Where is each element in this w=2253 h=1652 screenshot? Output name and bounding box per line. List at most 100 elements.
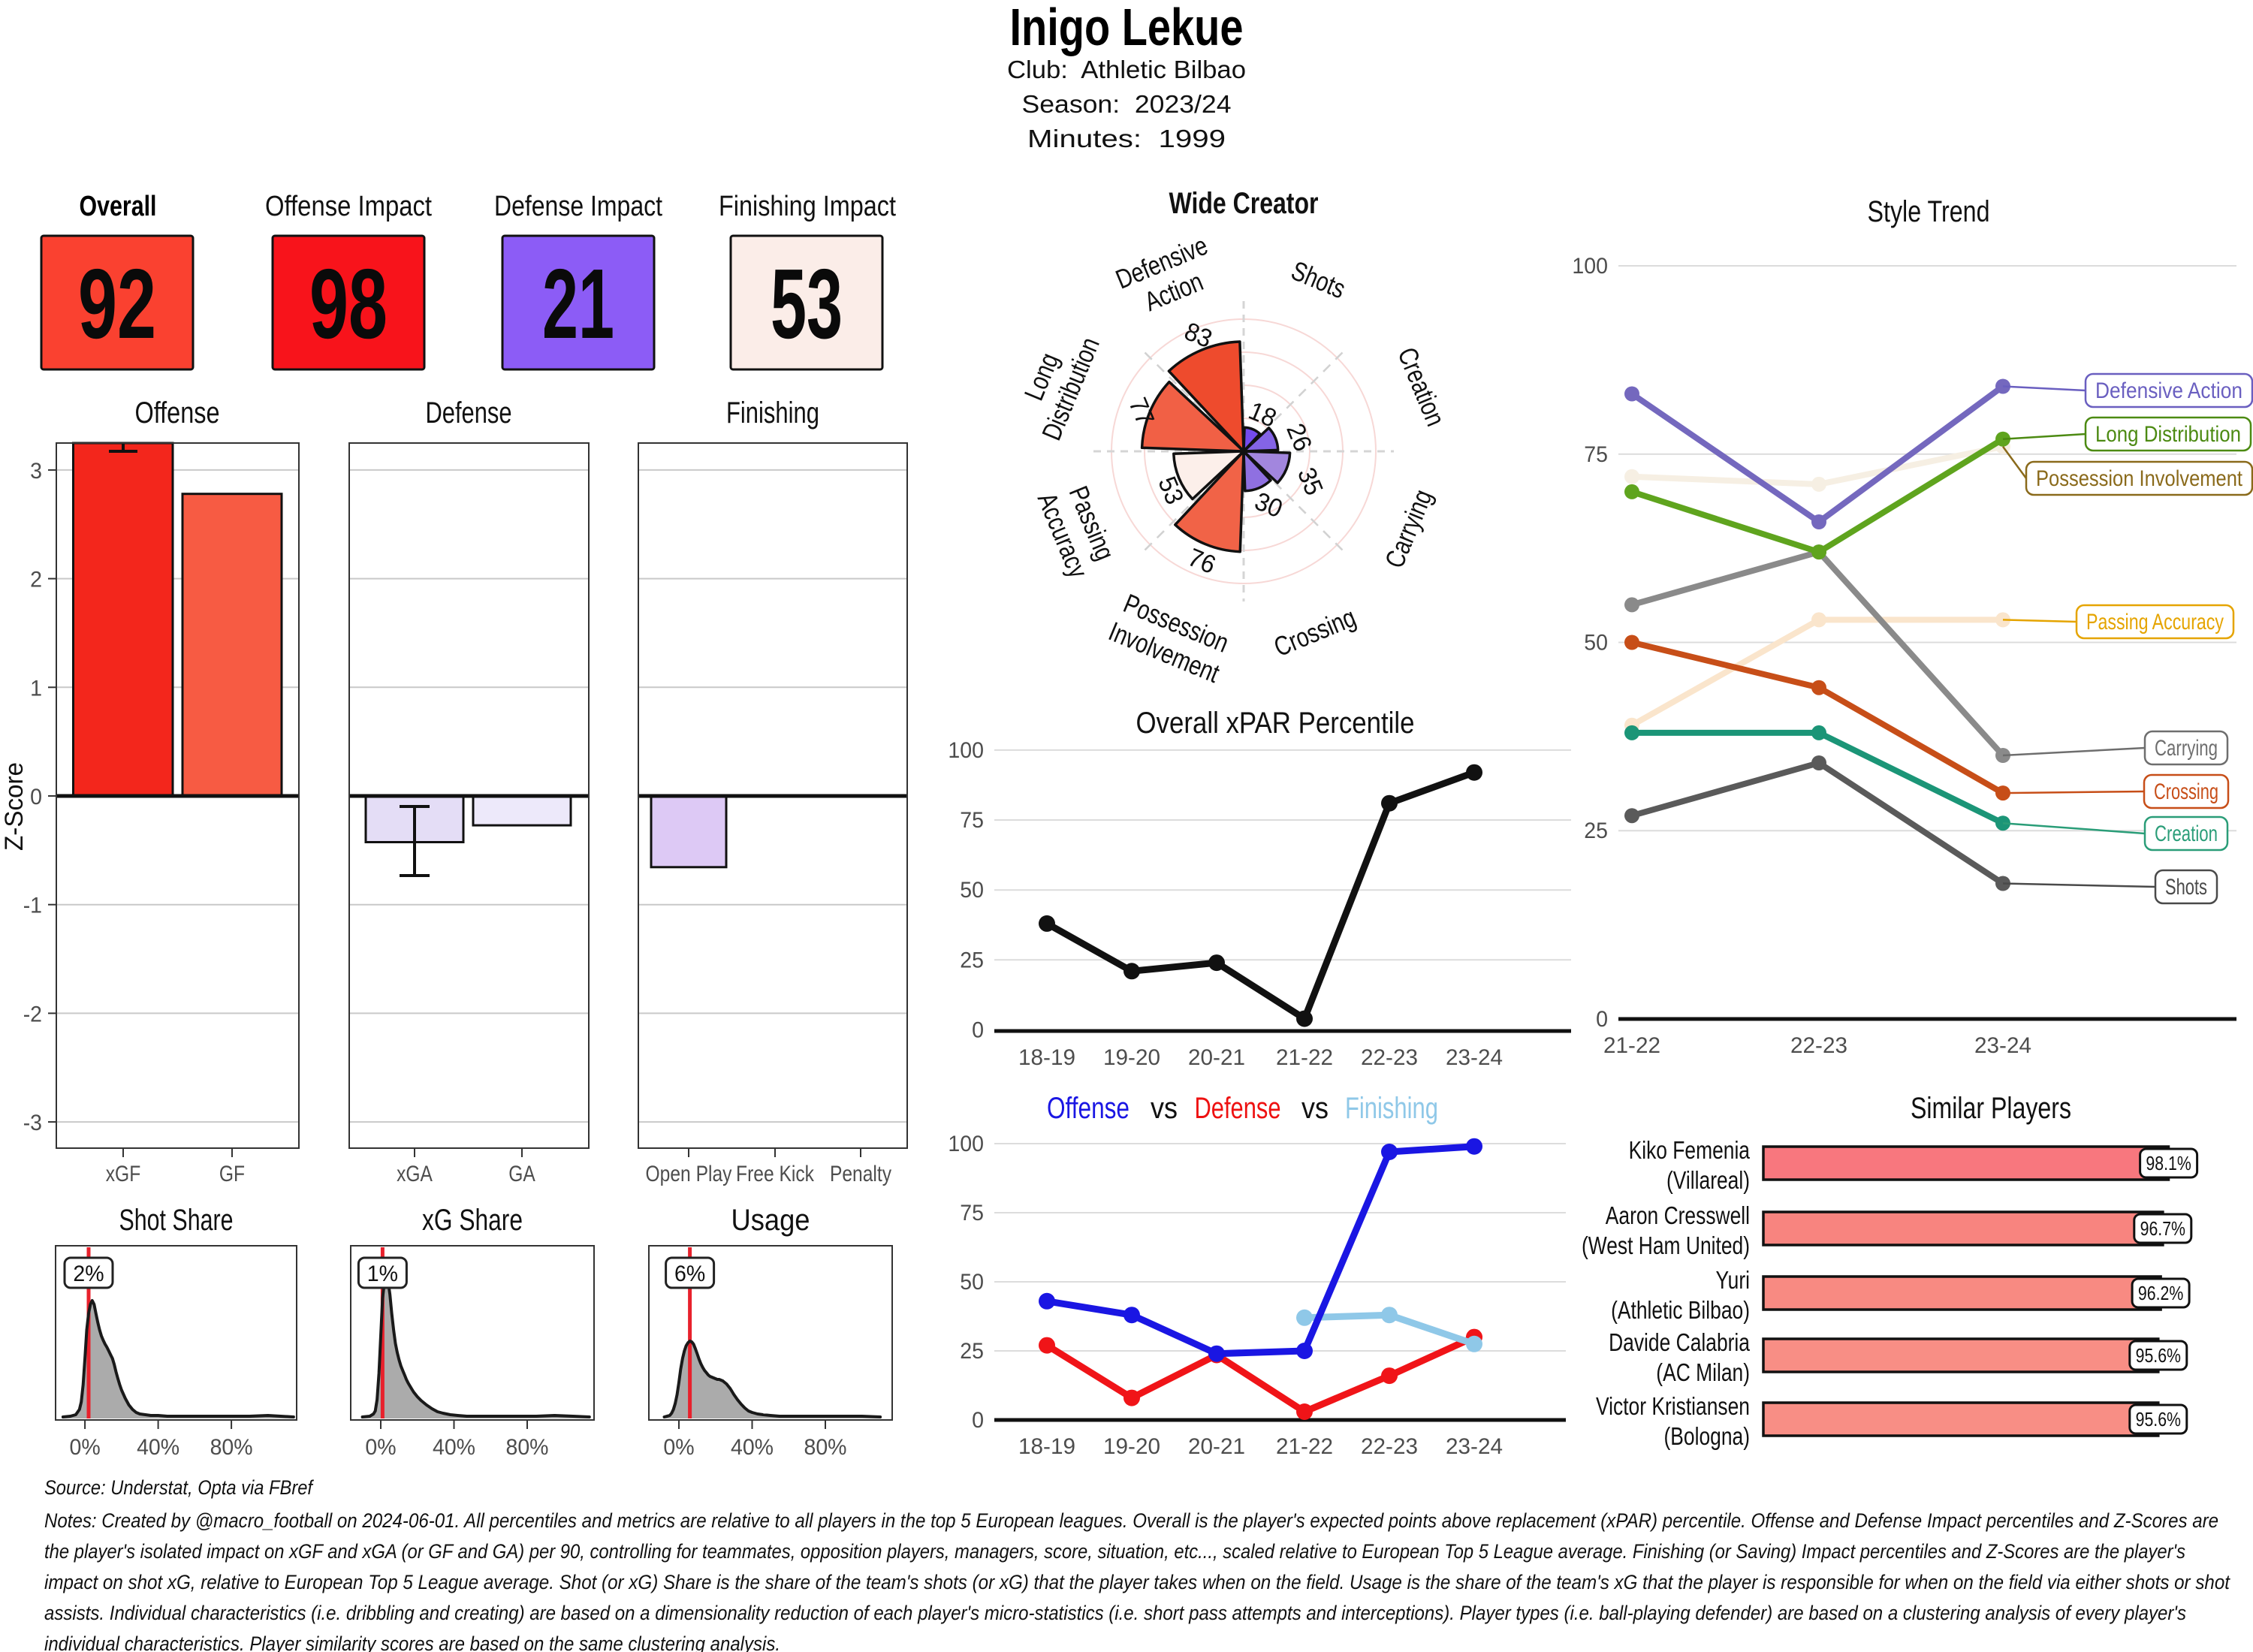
svg-text:xGF: xGF <box>106 1162 141 1186</box>
svg-text:Possession Involvement: Possession Involvement <box>2036 466 2243 491</box>
svg-text:21-22: 21-22 <box>1276 1045 1333 1070</box>
svg-text:Defense: Defense <box>426 396 512 430</box>
svg-text:Carrying: Carrying <box>2155 736 2218 761</box>
svg-text:0%: 0% <box>663 1435 694 1460</box>
svg-text:23-24: 23-24 <box>1446 1434 1503 1459</box>
svg-text:18-19: 18-19 <box>1018 1045 1075 1070</box>
svg-text:Davide Calabria: Davide Calabria <box>1609 1328 1750 1356</box>
svg-text:Club: Athletic Bilbao: Club: Athletic Bilbao <box>1007 56 1246 83</box>
svg-text:(West Ham United): (West Ham United) <box>1582 1231 1750 1259</box>
svg-text:Season: 2023/24: Season: 2023/24 <box>1022 90 1232 118</box>
svg-text:Offense: Offense <box>135 396 220 430</box>
svg-text:Minutes: 1999: Minutes: 1999 <box>1027 125 1226 152</box>
svg-text:(Villareal): (Villareal) <box>1666 1166 1750 1194</box>
svg-text:the player's isolated impact o: the player's isolated impact on xGF and … <box>44 1540 2185 1563</box>
svg-text:75: 75 <box>960 808 984 833</box>
svg-text:53: 53 <box>771 249 843 359</box>
svg-text:21-22: 21-22 <box>1276 1434 1333 1459</box>
svg-text:Offense Impact: Offense Impact <box>265 191 432 222</box>
svg-text:Finishing: Finishing <box>1345 1092 1438 1125</box>
svg-text:vs: vs <box>1301 1092 1329 1125</box>
svg-text:individual characteristics. Pl: individual characteristics. Player simil… <box>44 1632 780 1652</box>
svg-text:2%: 2% <box>73 1262 104 1286</box>
svg-text:Z-Score: Z-Score <box>0 762 29 851</box>
svg-text:95.6%: 95.6% <box>2136 1344 2181 1367</box>
svg-text:Notes: Created by @macro_footb: Notes: Created by @macro_football on 202… <box>44 1509 2218 1532</box>
svg-text:0: 0 <box>30 785 42 809</box>
svg-text:xGA: xGA <box>397 1162 433 1186</box>
svg-text:Crossing: Crossing <box>2154 779 2218 804</box>
svg-text:96.7%: 96.7% <box>2140 1217 2185 1240</box>
svg-text:Shot Share: Shot Share <box>119 1204 234 1237</box>
svg-text:92: 92 <box>78 249 156 359</box>
svg-text:20-21: 20-21 <box>1188 1434 1245 1459</box>
svg-text:Similar Players: Similar Players <box>1911 1092 2071 1125</box>
svg-text:Long Distribution: Long Distribution <box>2095 422 2241 447</box>
svg-text:19-20: 19-20 <box>1103 1045 1160 1070</box>
svg-text:75: 75 <box>960 1201 984 1225</box>
svg-text:22-23: 22-23 <box>1361 1434 1418 1459</box>
svg-text:100: 100 <box>948 738 984 763</box>
svg-text:Defense Impact: Defense Impact <box>494 191 662 222</box>
svg-text:(Bologna): (Bologna) <box>1664 1422 1751 1450</box>
svg-text:20-21: 20-21 <box>1188 1045 1245 1070</box>
svg-text:Overall xPAR Percentile: Overall xPAR Percentile <box>1136 707 1415 740</box>
svg-text:18-19: 18-19 <box>1018 1434 1075 1459</box>
svg-text:GF: GF <box>219 1162 245 1186</box>
svg-text:Aaron Cresswell: Aaron Cresswell <box>1606 1201 1750 1229</box>
svg-text:Overall: Overall <box>80 191 157 222</box>
svg-text:0: 0 <box>972 1408 984 1433</box>
svg-text:25: 25 <box>960 1339 984 1364</box>
svg-text:Offense: Offense <box>1047 1092 1130 1125</box>
svg-text:Creation: Creation <box>2155 821 2218 846</box>
svg-text:80%: 80% <box>804 1435 847 1460</box>
svg-text:25: 25 <box>960 948 984 972</box>
svg-text:80%: 80% <box>210 1435 253 1460</box>
svg-text:Defense: Defense <box>1195 1092 1281 1125</box>
svg-text:0: 0 <box>1596 1007 1608 1032</box>
svg-text:40%: 40% <box>731 1435 774 1460</box>
svg-text:21: 21 <box>542 249 614 359</box>
svg-text:0%: 0% <box>70 1435 101 1460</box>
svg-text:0: 0 <box>972 1018 984 1043</box>
svg-text:22-23: 22-23 <box>1361 1045 1418 1070</box>
svg-text:Style Trend: Style Trend <box>1868 195 1990 228</box>
svg-text:Open Play: Open Play <box>646 1162 732 1186</box>
svg-text:100: 100 <box>948 1132 984 1156</box>
svg-text:Finishing: Finishing <box>726 396 819 430</box>
svg-text:Penalty: Penalty <box>830 1162 891 1186</box>
svg-text:Free Kick: Free Kick <box>736 1162 815 1186</box>
svg-text:Usage: Usage <box>731 1204 810 1237</box>
svg-text:Kiko Femenia: Kiko Femenia <box>1629 1136 1751 1164</box>
svg-text:96.2%: 96.2% <box>2138 1282 2183 1304</box>
svg-text:Wide Creator: Wide Creator <box>1169 187 1319 220</box>
svg-text:19-20: 19-20 <box>1103 1434 1160 1459</box>
svg-text:23-24: 23-24 <box>1974 1033 2031 1058</box>
svg-text:3: 3 <box>30 459 42 484</box>
svg-text:98: 98 <box>309 249 388 359</box>
svg-text:assists. Individual characteri: assists. Individual characteristics (i.e… <box>44 1602 2186 1624</box>
svg-text:Source: Understat, Opta via FB: Source: Understat, Opta via FBref <box>44 1476 314 1499</box>
svg-text:GA: GA <box>508 1162 535 1186</box>
svg-text:-1: -1 <box>23 894 42 918</box>
svg-text:-3: -3 <box>23 1111 42 1135</box>
svg-text:impact on shot xG, relative to: impact on shot xG, relative to European … <box>44 1571 2230 1593</box>
svg-text:50: 50 <box>1584 631 1608 656</box>
svg-text:Inigo Lekue: Inigo Lekue <box>1010 0 1244 56</box>
svg-text:21-22: 21-22 <box>1603 1033 1660 1058</box>
svg-text:98.1%: 98.1% <box>2146 1152 2191 1174</box>
svg-text:6%: 6% <box>674 1262 705 1286</box>
svg-text:1%: 1% <box>367 1262 398 1286</box>
svg-text:2: 2 <box>30 568 42 592</box>
svg-text:(Athletic Bilbao): (Athletic Bilbao) <box>1611 1296 1750 1324</box>
svg-text:Victor Kristiansen: Victor Kristiansen <box>1596 1392 1750 1420</box>
svg-text:80%: 80% <box>506 1435 549 1460</box>
svg-text:25: 25 <box>1584 818 1608 843</box>
svg-text:40%: 40% <box>433 1435 475 1460</box>
svg-text:40%: 40% <box>137 1435 179 1460</box>
svg-text:Yuri: Yuri <box>1716 1266 1751 1294</box>
svg-text:Defensive Action: Defensive Action <box>2095 378 2242 403</box>
svg-text:0%: 0% <box>365 1435 396 1460</box>
svg-text:-2: -2 <box>23 1002 42 1026</box>
svg-text:22-23: 22-23 <box>1790 1033 1847 1058</box>
